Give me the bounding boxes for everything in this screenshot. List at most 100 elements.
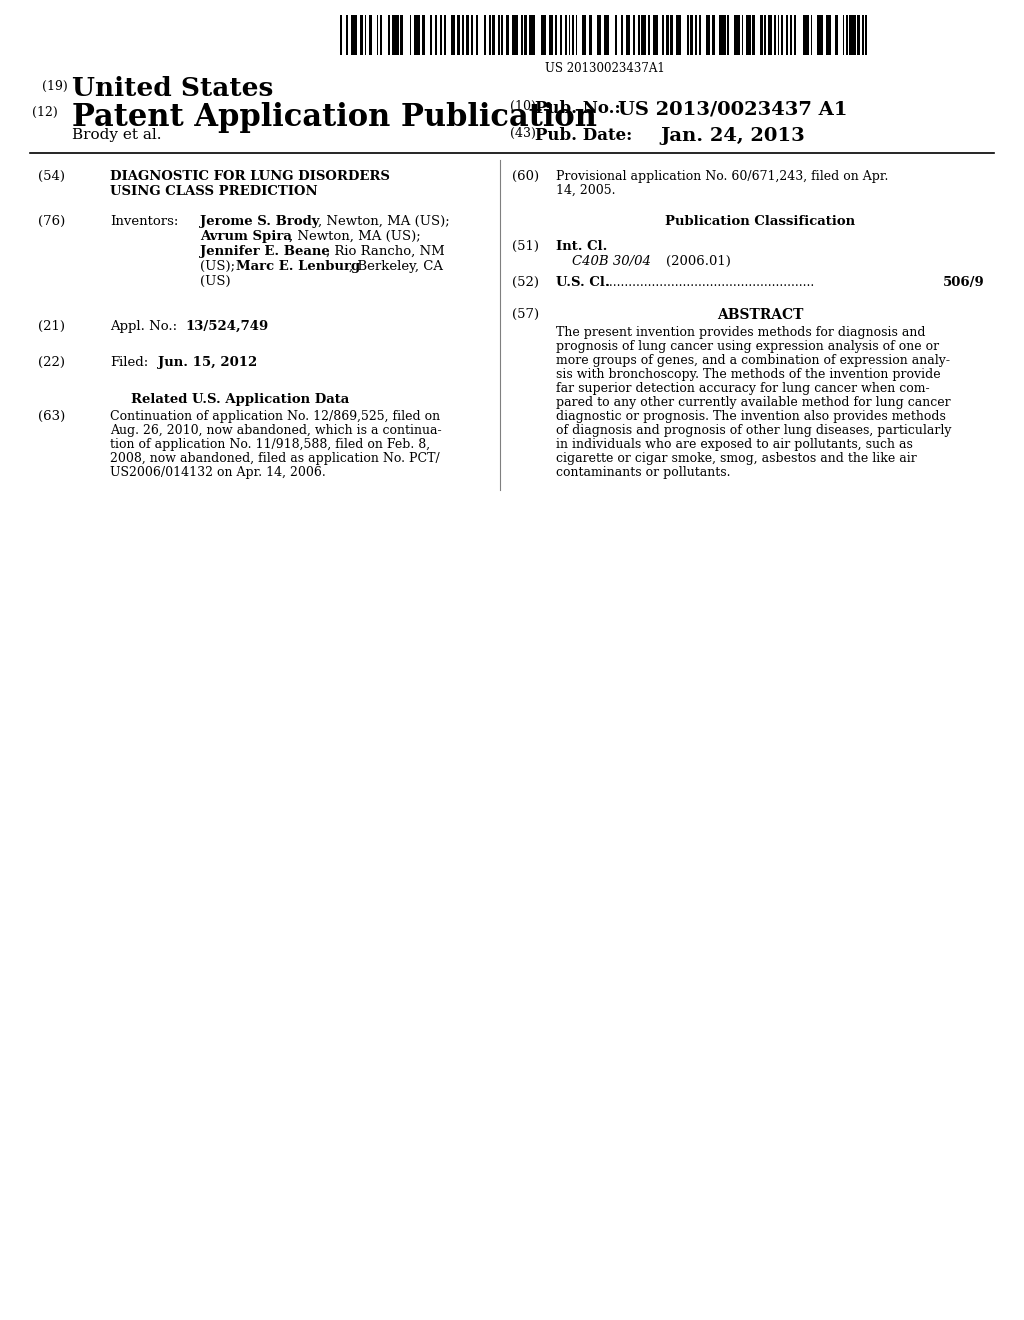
Bar (811, 15, 812, 55)
Bar (765, 15, 766, 55)
Text: (52): (52) (512, 276, 539, 289)
Bar (422, 15, 425, 55)
Text: Avrum Spira: Avrum Spira (200, 230, 292, 243)
Text: Filed:: Filed: (110, 356, 148, 370)
Text: Int. Cl.: Int. Cl. (556, 240, 607, 253)
Text: Pub. No.:: Pub. No.: (535, 100, 621, 117)
Bar (695, 15, 696, 55)
Bar (850, 15, 856, 55)
Bar (785, 15, 788, 55)
Bar (392, 15, 398, 55)
Bar (846, 15, 848, 55)
Bar (506, 15, 509, 55)
Bar (360, 15, 362, 55)
Text: US 20130023437A1: US 20130023437A1 (545, 62, 665, 75)
Bar (615, 15, 616, 55)
Text: (51): (51) (512, 240, 539, 253)
Bar (746, 15, 751, 55)
Text: (60): (60) (512, 170, 539, 183)
Bar (699, 15, 701, 55)
Text: The present invention provides methods for diagnosis and: The present invention provides methods f… (556, 326, 926, 339)
Bar (488, 15, 490, 55)
Bar (440, 15, 441, 55)
Text: contaminants or pollutants.: contaminants or pollutants. (556, 466, 730, 479)
Text: Publication Classification: Publication Classification (665, 215, 855, 228)
Bar (476, 15, 478, 55)
Bar (836, 15, 838, 55)
Text: C40B 30/04: C40B 30/04 (572, 255, 651, 268)
Bar (430, 15, 432, 55)
Text: 2008, now abandoned, filed as application No. PCT/: 2008, now abandoned, filed as applicatio… (110, 451, 439, 465)
Bar (663, 15, 664, 55)
Bar (560, 15, 562, 55)
Text: Inventors:: Inventors: (110, 215, 178, 228)
Bar (774, 15, 776, 55)
Text: , Newton, MA (US);: , Newton, MA (US); (289, 230, 421, 243)
Text: (2006.01): (2006.01) (666, 255, 731, 268)
Text: DIAGNOSTIC FOR LUNG DISORDERS: DIAGNOSTIC FOR LUNG DISORDERS (110, 170, 390, 183)
Bar (817, 15, 823, 55)
Bar (444, 15, 446, 55)
Bar (410, 15, 412, 55)
Bar (451, 15, 456, 55)
Bar (572, 15, 573, 55)
Text: (63): (63) (38, 411, 66, 422)
Bar (777, 15, 779, 55)
Bar (781, 15, 782, 55)
Bar (791, 15, 792, 55)
Bar (843, 15, 845, 55)
Bar (568, 15, 570, 55)
Bar (502, 15, 503, 55)
Bar (653, 15, 657, 55)
Text: (54): (54) (38, 170, 65, 183)
Text: (21): (21) (38, 319, 65, 333)
Text: (22): (22) (38, 356, 65, 370)
Bar (741, 15, 743, 55)
Bar (727, 15, 729, 55)
Text: (10): (10) (510, 100, 536, 114)
Bar (647, 15, 650, 55)
Text: Jennifer E. Beane: Jennifer E. Beane (200, 246, 330, 257)
Text: (76): (76) (38, 215, 66, 228)
Bar (666, 15, 669, 55)
Bar (794, 15, 797, 55)
Text: (US): (US) (200, 275, 230, 288)
Text: tion of application No. 11/918,588, filed on Feb. 8,: tion of application No. 11/918,588, file… (110, 438, 430, 451)
Bar (521, 15, 522, 55)
Text: Jun. 15, 2012: Jun. 15, 2012 (158, 356, 257, 370)
Text: , Rio Rancho, NM: , Rio Rancho, NM (326, 246, 444, 257)
Text: US 2013/0023437 A1: US 2013/0023437 A1 (618, 100, 848, 117)
Bar (528, 15, 536, 55)
Text: sis with bronchoscopy. The methods of the invention provide: sis with bronchoscopy. The methods of th… (556, 368, 941, 381)
Text: (US);: (US); (200, 260, 240, 273)
Bar (706, 15, 711, 55)
Text: (19): (19) (42, 81, 68, 92)
Text: (43): (43) (510, 127, 536, 140)
Bar (388, 15, 390, 55)
Bar (435, 15, 437, 55)
Text: Related U.S. Application Data: Related U.S. Application Data (131, 393, 349, 407)
Text: of diagnosis and prognosis of other lung diseases, particularly: of diagnosis and prognosis of other lung… (556, 424, 951, 437)
Text: pared to any other currently available method for lung cancer: pared to any other currently available m… (556, 396, 950, 409)
Bar (676, 15, 681, 55)
Bar (493, 15, 496, 55)
Text: 506/9: 506/9 (943, 276, 985, 289)
Bar (524, 15, 527, 55)
Text: 14, 2005.: 14, 2005. (556, 183, 615, 197)
Text: Marc E. Lenburg: Marc E. Lenburg (236, 260, 360, 273)
Bar (712, 15, 715, 55)
Bar (555, 15, 557, 55)
Text: Jerome S. Brody: Jerome S. Brody (200, 215, 319, 228)
Bar (760, 15, 763, 55)
Text: far superior detection accuracy for lung cancer when com-: far superior detection accuracy for lung… (556, 381, 930, 395)
Bar (753, 15, 756, 55)
Bar (346, 15, 348, 55)
Bar (626, 15, 631, 55)
Bar (589, 15, 592, 55)
Bar (380, 15, 382, 55)
Bar (484, 15, 486, 55)
Bar (768, 15, 772, 55)
Text: Provisional application No. 60/671,243, filed on Apr.: Provisional application No. 60/671,243, … (556, 170, 889, 183)
Text: 13/524,749: 13/524,749 (185, 319, 268, 333)
Bar (671, 15, 673, 55)
